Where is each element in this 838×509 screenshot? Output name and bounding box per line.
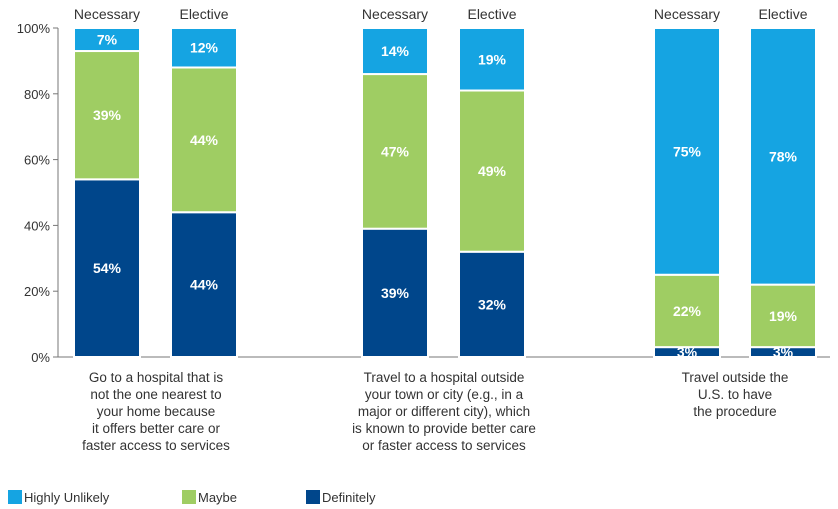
bar-segment-definitely: [361, 227, 429, 358]
bar-segment-highly-unlikely: [458, 27, 526, 92]
legend-label-definitely: Definitely: [322, 490, 376, 505]
group-label: Travel outside the U.S. to have the proc…: [681, 370, 789, 419]
bar-segment-highly-unlikely: [73, 27, 141, 53]
group-label: Travel to a hospital outside your town o…: [352, 370, 536, 453]
legend-swatch-maybe: [182, 490, 196, 504]
data-label: 14%: [381, 43, 410, 59]
y-tick-label: 80%: [24, 87, 50, 102]
legend-item-definitely: Definitely: [306, 490, 375, 505]
bar-segment-maybe: [73, 50, 141, 181]
data-label: 47%: [381, 143, 410, 159]
y-tick-label: 60%: [24, 153, 50, 168]
data-label: 44%: [190, 132, 219, 148]
data-label: 39%: [381, 285, 410, 301]
y-tick-label: 0%: [31, 350, 50, 365]
legend-item-highly-unlikely: Highly Unlikely: [8, 490, 109, 505]
bar-header: Necessary: [654, 6, 720, 22]
data-label: 12%: [190, 40, 219, 56]
data-label: 44%: [190, 277, 219, 293]
data-label: 54%: [93, 260, 122, 276]
data-label: 19%: [478, 51, 507, 67]
data-label: 7%: [97, 32, 118, 48]
legend-label-highly-unlikely: Highly Unlikely: [24, 490, 110, 505]
bar-segment-highly-unlikely: [749, 27, 817, 286]
y-tick-label: 20%: [24, 284, 50, 299]
data-label: 39%: [93, 107, 122, 123]
bar-header: Necessary: [74, 6, 140, 22]
y-tick-label: 40%: [24, 218, 50, 233]
bar-header: Elective: [179, 6, 228, 22]
y-tick-label: 100%: [17, 21, 51, 36]
bar-segment-maybe: [749, 283, 817, 349]
data-label: 75%: [673, 143, 702, 159]
bar-segment-maybe: [361, 73, 429, 230]
data-label: 32%: [478, 296, 507, 312]
data-label: 22%: [673, 303, 702, 319]
bar-segment-highly-unlikely: [653, 27, 721, 276]
data-label: 49%: [478, 163, 507, 179]
data-label: 78%: [769, 148, 798, 164]
group-label: Go to a hospital that is not the one nea…: [82, 370, 230, 453]
bar-headers: Necessary Elective Necessary Elective Necess…: [74, 6, 808, 22]
bar-segment-highly-unlikely: [170, 27, 238, 69]
bar-segment-highly-unlikely: [361, 27, 429, 76]
legend-swatch-highly-unlikely: [8, 490, 22, 504]
legend-label-maybe: Maybe: [198, 490, 238, 505]
bar-segment-maybe: [653, 273, 721, 349]
data-label: 19%: [769, 308, 798, 324]
bar-header: Elective: [758, 6, 807, 22]
legend-swatch-definitely: [306, 490, 320, 504]
bar-segment-definitely: [170, 211, 238, 358]
bar-header: Necessary: [362, 6, 428, 22]
bars: 54%39%7%44%44%12%39%47%14%32%49%19%3%22%…: [73, 27, 817, 360]
bar-segment-maybe: [458, 89, 526, 253]
legend-item-maybe: Maybe: [182, 490, 237, 505]
bar-header: Elective: [467, 6, 516, 22]
